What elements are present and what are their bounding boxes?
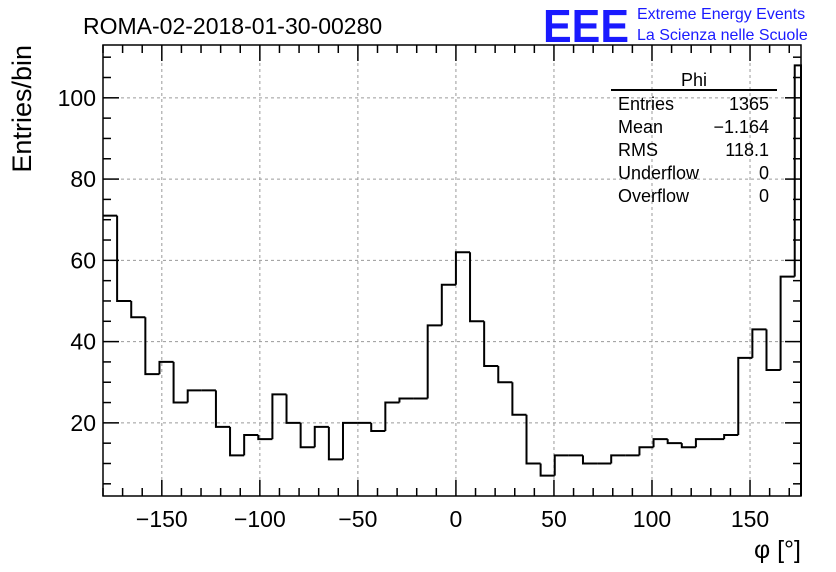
histogram-bin — [257, 435, 273, 441]
x-tick-label: 100 — [633, 506, 671, 532]
histogram-bin — [158, 360, 174, 375]
y-tick-label: 20 — [70, 410, 96, 436]
histogram-bin — [469, 252, 485, 323]
logo-line2: La Scienza nelle Scuole — [637, 27, 808, 44]
histogram-series — [103, 64, 802, 496]
x-axis-label: φ [°] — [754, 536, 801, 564]
histogram-bin — [666, 439, 682, 445]
histogram-bin — [327, 426, 343, 461]
histogram-bin — [172, 361, 188, 404]
y-axis-label: Entries/bin — [7, 45, 37, 173]
histogram-bin — [214, 390, 231, 428]
x-tick-label: −150 — [136, 506, 188, 532]
histogram-bin — [737, 356, 753, 436]
y-tick-label: 100 — [58, 85, 96, 111]
stats-value-entries: 1365 — [729, 94, 769, 114]
eee-logo: EEE Extreme Energy Events La Scienza nel… — [543, 0, 808, 52]
histogram-bin — [680, 443, 696, 449]
histogram-bin — [694, 438, 711, 448]
histogram-bin — [116, 215, 132, 302]
histogram-bin — [144, 317, 160, 376]
x-tick-label: −100 — [234, 506, 286, 532]
x-tick-label: 0 — [450, 506, 463, 532]
axis-ticks — [102, 45, 801, 496]
histogram-bin — [285, 394, 301, 424]
histogram-bin — [243, 434, 259, 456]
logo-line1: Extreme Energy Events — [637, 6, 805, 23]
histogram-bin — [426, 324, 442, 399]
grid — [103, 45, 801, 496]
y-tick-labels: 20 40 60 80 100 — [58, 85, 96, 436]
histogram-bin — [398, 397, 414, 403]
stats-label-rms: RMS — [618, 140, 658, 160]
histogram-bin — [370, 422, 386, 432]
histogram-bin — [341, 421, 358, 460]
histogram-bin — [186, 389, 202, 403]
histogram-bin — [765, 329, 781, 372]
histogram-bin — [638, 446, 654, 456]
histogram-bin — [483, 321, 499, 367]
histogram-bin — [539, 463, 555, 477]
histogram-bin — [751, 328, 767, 358]
histogram-bin — [511, 382, 527, 416]
histogram-bin — [130, 300, 146, 319]
stats-value-overflow: 0 — [759, 186, 769, 206]
y-tick-label: 80 — [70, 166, 96, 192]
stats-value-mean: −1.164 — [713, 117, 769, 137]
stats-box: Phi Entries 1365 Mean −1.164 RMS 118.1 U… — [611, 70, 777, 206]
histogram-bin — [299, 422, 315, 449]
histogram-bin — [779, 275, 795, 371]
histogram-bin — [271, 393, 287, 440]
logo-mark: EEE — [543, 0, 629, 52]
histogram-bin — [581, 455, 598, 465]
histogram-bin — [440, 283, 456, 326]
stats-label-underflow: Underflow — [618, 163, 700, 183]
y-tick-label: 60 — [70, 247, 96, 273]
histogram-bin — [229, 426, 245, 457]
y-tick-label: 40 — [70, 329, 96, 355]
stats-name: Phi — [681, 70, 707, 90]
histogram-bin — [497, 365, 513, 384]
histogram-bin — [610, 454, 626, 464]
histogram-bin — [525, 414, 541, 465]
x-tick-label: 150 — [731, 506, 769, 532]
histogram-bin — [454, 251, 471, 285]
stats-label-overflow: Overflow — [618, 186, 690, 206]
stats-value-underflow: 0 — [759, 163, 769, 183]
histogram-bin — [553, 454, 569, 476]
histogram-bin — [313, 425, 329, 448]
x-tick-label: −50 — [338, 506, 377, 532]
histogram-bin — [652, 438, 668, 448]
stats-label-mean: Mean — [618, 117, 663, 137]
x-tick-labels: −150 −100 −50 0 50 100 150 — [136, 506, 769, 532]
stats-label-entries: Entries — [618, 94, 674, 114]
x-tick-label: 50 — [541, 506, 567, 532]
chart-title: ROMA-02-2018-01-30-00280 — [83, 13, 382, 39]
histogram-bin — [384, 401, 400, 431]
plot-frame — [102, 44, 802, 497]
histogram-bin — [723, 434, 739, 440]
stats-value-rms: 118.1 — [725, 140, 769, 160]
